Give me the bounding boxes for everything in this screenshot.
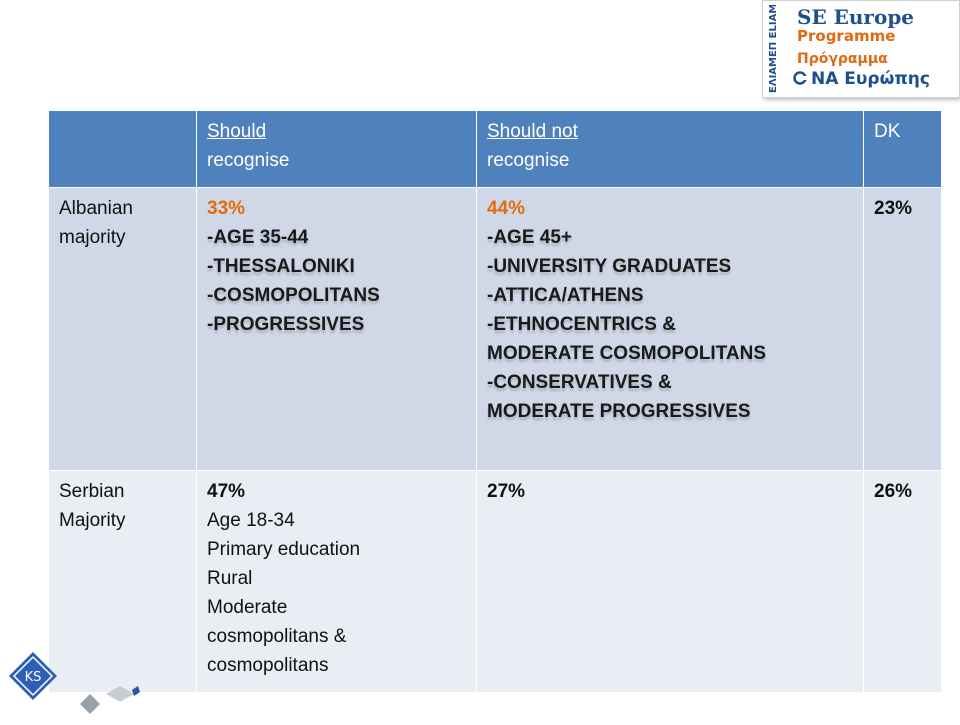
should-not-item: -University graduates: [487, 256, 732, 277]
logo-c-icon: [793, 71, 807, 85]
table-header-row: Should recognise Should not recognise DK: [48, 110, 942, 188]
should-not-cell: 27%: [476, 470, 864, 693]
should-cell: 33% -Age 35-44 -Thessaloniki -Cosmopolit…: [196, 187, 477, 471]
should-percentage: 47%: [207, 481, 246, 502]
ks-badge: KS: [7, 650, 59, 702]
logo-line-se-europe: SE Europe: [797, 5, 915, 29]
should-not-item: -Attica/Athens: [487, 285, 644, 306]
table-row-albanian: Albanian majority 33% -Age 35-44 -Thessa…: [48, 187, 942, 471]
header-dk-cell: DK: [863, 110, 942, 188]
should-item: Moderate: [207, 597, 288, 618]
should-cell: 47% Age 18-34 Primary education Rural Mo…: [196, 470, 477, 693]
header-should-underlined: Should: [207, 121, 267, 142]
row-label-line: Majority: [59, 510, 126, 531]
logo-line-na-evropis: ΝΑ Ευρώπης: [811, 69, 930, 89]
logo-line-programme: Programme: [797, 27, 896, 45]
row-label-line: Albanian: [59, 198, 133, 219]
survey-table: Should recognise Should not recognise DK…: [48, 110, 942, 693]
should-not-item: moderate progressives: [487, 401, 751, 422]
should-percentage: 33%: [207, 198, 246, 219]
should-item: Rural: [207, 568, 253, 589]
should-not-cell: 44% -Age 45+ -University graduates -Atti…: [476, 187, 864, 471]
row-label-line: majority: [59, 227, 126, 248]
row-label-line: Serbian: [59, 481, 125, 502]
table-row-serbian: Serbian Majority 47% Age 18-34 Primary e…: [48, 470, 942, 693]
should-item: Primary education: [207, 539, 361, 560]
header-should-not-underlined: Should not: [487, 121, 578, 142]
row-label-cell: Serbian Majority: [48, 470, 197, 693]
should-item: -Thessaloniki: [207, 256, 355, 277]
logo-vertical-text: ΕΛΙΑΜΕΠ ELIAMEP: [765, 5, 791, 93]
logo-vertical-label: ΕΛΙΑΜΕΠ ELIAMEP: [768, 5, 779, 93]
should-item: cosmopolitans: [207, 655, 329, 676]
header-should-rest: recognise: [207, 150, 290, 171]
header-corner-cell: [48, 110, 197, 188]
should-item: -Age 35-44: [207, 227, 309, 248]
should-item: -Progressives: [207, 314, 365, 335]
should-not-item: -Conservatives &: [487, 372, 672, 393]
should-not-item: -Ethnocentrics &: [487, 314, 676, 335]
row-label-cell: Albanian majority: [48, 187, 197, 471]
header-should-cell: Should recognise: [196, 110, 477, 188]
should-item: cosmopolitans &: [207, 626, 347, 647]
decorative-shapes: [76, 676, 146, 720]
logo-line-programma: Πρόγραμμα: [797, 51, 888, 67]
ks-badge-text: KS: [25, 670, 42, 685]
header-should-not-cell: Should not recognise: [476, 110, 864, 188]
should-not-percentage: 27%: [487, 481, 526, 502]
dk-percentage: 23%: [874, 198, 913, 219]
dk-cell: 26%: [863, 470, 942, 693]
should-not-item: -Age 45+: [487, 227, 573, 248]
dk-cell: 23%: [863, 187, 942, 471]
dk-percentage: 26%: [874, 481, 913, 502]
eliamep-logo: ΕΛΙΑΜΕΠ ELIAMEP SE Europe Programme Πρόγ…: [762, 0, 960, 98]
should-item: Age 18-34: [207, 510, 295, 531]
should-not-percentage: 44%: [487, 198, 526, 219]
header-should-not-rest: recognise: [487, 150, 570, 171]
should-item: -Cosmopolitans: [207, 285, 380, 306]
should-not-item: moderate cosmopolitans: [487, 343, 767, 364]
